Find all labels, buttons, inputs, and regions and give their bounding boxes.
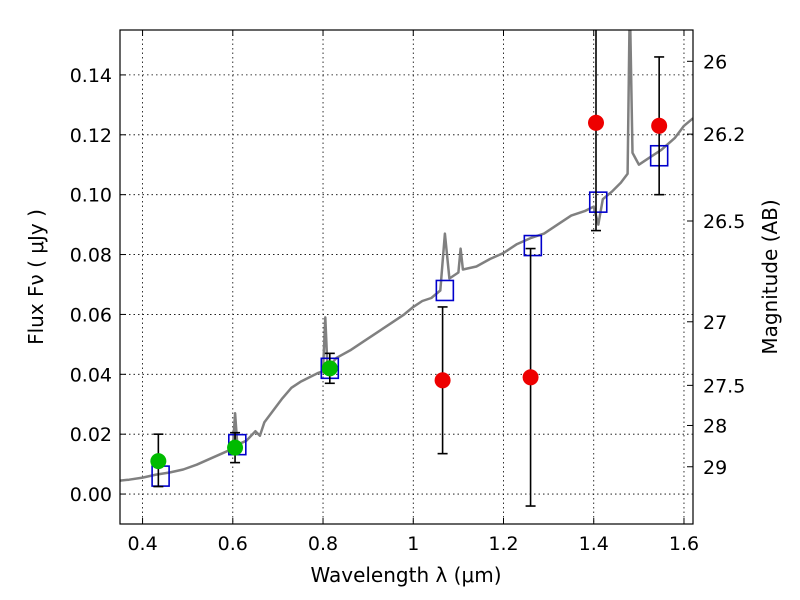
mag-tick-label: 26.2 [703, 124, 745, 146]
y-tick-label: 0.00 [70, 484, 112, 506]
upper-limit-point [522, 369, 539, 386]
x-tick-label: 1.6 [669, 533, 699, 555]
y-tick-label: 0.02 [70, 424, 112, 446]
x-tick-label: 1.4 [579, 533, 609, 555]
detection-point [321, 360, 338, 377]
x-tick-label: 0.6 [218, 533, 248, 555]
x-tick-label: 1 [407, 533, 419, 555]
plot-content [120, 30, 693, 507]
mag-tick-label: 26.5 [703, 211, 745, 233]
x-tick-label: 1.2 [488, 533, 518, 555]
x-tick-label: 0.4 [127, 533, 157, 555]
model-photometry-square [435, 279, 455, 302]
y-tick-label: 0.06 [70, 304, 112, 326]
mag-tick-label: 28 [703, 415, 727, 437]
axes: 0.4 0.6 0.8 1 1.2 1.4 1.6 0.00 0.02 0.04 0.06 0.08 0… [70, 30, 745, 555]
detection-point [227, 439, 244, 456]
y-axis-right-label: Magnitude (AB) [758, 199, 782, 354]
model-photometry-square [523, 234, 543, 257]
mag-tick-label: 27 [703, 312, 727, 334]
plot-frame [119, 29, 694, 525]
x-tick-label: 0.8 [308, 533, 338, 555]
y-tick-label: 0.08 [70, 245, 112, 267]
mag-tick-label: 26 [703, 51, 727, 73]
x-axis-label: Wavelength λ (μm) [310, 563, 501, 587]
upper-limit-point [651, 117, 668, 134]
grid-lines [120, 30, 693, 524]
y-tick-label: 0.04 [70, 364, 112, 386]
model-photometry-square [588, 191, 608, 213]
upper-limit-point [587, 114, 604, 131]
upper-limit-point [434, 372, 451, 389]
y-tick-label: 0.12 [70, 125, 112, 147]
detection-point [150, 453, 167, 470]
model-sed-line [120, 30, 693, 482]
y-tick-label: 0.10 [70, 185, 112, 207]
mag-tick-label: 27.5 [703, 375, 745, 397]
y-tick-label: 0.14 [70, 65, 112, 87]
y-axis-label: Flux Fν ( μJy ) [24, 209, 48, 345]
mag-tick-label: 29 [703, 457, 727, 479]
